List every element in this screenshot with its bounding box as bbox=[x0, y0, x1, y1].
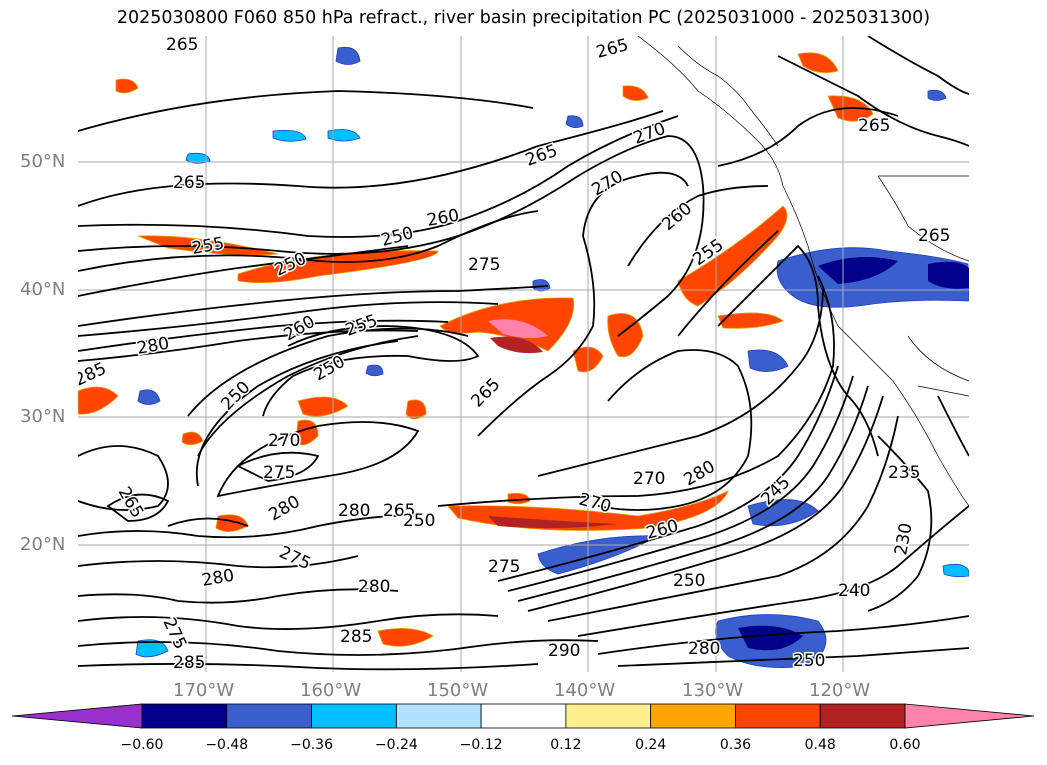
contour-label: 265 bbox=[858, 116, 890, 136]
colorbar-segment bbox=[735, 703, 821, 729]
contour-label: 250 bbox=[403, 511, 435, 531]
contour-label: 285 bbox=[340, 627, 372, 647]
colorbar-tick-label: −0.48 bbox=[205, 737, 249, 753]
colorbar-segment bbox=[480, 703, 567, 729]
contour-label: 235 bbox=[888, 463, 920, 483]
colorbar-tick-label: 0.60 bbox=[889, 737, 921, 753]
lon-label-140w: 140°W bbox=[554, 680, 616, 701]
contour-label: 265 bbox=[173, 173, 205, 193]
colorbar-tick-label: 0.48 bbox=[804, 737, 836, 753]
colorbar-segment bbox=[565, 703, 652, 729]
colorbar-extend-high bbox=[904, 703, 1035, 729]
contour-label: 265 bbox=[383, 501, 415, 521]
lon-label-150w: 150°W bbox=[427, 680, 489, 701]
colorbar-tick-label: 0.24 bbox=[635, 737, 667, 753]
contour-label: 270 bbox=[633, 469, 665, 489]
colorbar-tick-label: −0.36 bbox=[290, 737, 333, 753]
contour-label: 280 bbox=[338, 501, 370, 521]
lon-label-170w: 170°W bbox=[173, 680, 235, 701]
lon-label-120w: 120°W bbox=[809, 680, 871, 701]
colorbar-segment bbox=[819, 703, 906, 729]
coastlines bbox=[637, 36, 969, 507]
colorbar-tick-label: −0.12 bbox=[459, 737, 503, 753]
precip-positive-areas bbox=[78, 52, 874, 647]
colorbar-segment bbox=[395, 703, 482, 729]
contour-label: 280 bbox=[688, 639, 720, 659]
contour-label: 265 bbox=[166, 36, 198, 55]
colorbar-segment bbox=[650, 703, 736, 729]
contour-label: 285 bbox=[173, 653, 205, 672]
colorbar-extend-low bbox=[12, 703, 143, 729]
refractivity-contours bbox=[78, 36, 969, 671]
lat-label-50n: 50°N bbox=[20, 151, 66, 172]
contour-label: 265 bbox=[918, 226, 950, 246]
contour-label: 275 bbox=[263, 463, 295, 483]
colorbar-tick-label: −0.60 bbox=[120, 737, 164, 753]
lon-label-160w: 160°W bbox=[300, 680, 362, 701]
lat-label-30n: 30°N bbox=[20, 406, 66, 427]
colorbar-segment bbox=[141, 703, 228, 729]
lon-label-130w: 130°W bbox=[682, 680, 744, 701]
colorbar-tick-label: −0.24 bbox=[374, 737, 418, 753]
contour-label: 250 bbox=[673, 571, 705, 591]
colorbar bbox=[12, 703, 1035, 729]
colorbar-segments bbox=[12, 703, 1035, 729]
contour-label: 275 bbox=[488, 557, 520, 577]
contour-label: 275 bbox=[468, 255, 500, 275]
contour-label: 250 bbox=[793, 651, 825, 671]
contour-label: 290 bbox=[548, 641, 580, 661]
contour-label: 280 bbox=[358, 577, 390, 597]
contour-label: 270 bbox=[268, 431, 300, 451]
colorbar-segment bbox=[226, 703, 312, 729]
map-title: 2025030800 F060 850 hPa refract., river … bbox=[116, 8, 931, 28]
colorbar-tick-label: 0.12 bbox=[550, 737, 582, 753]
contour-label: 240 bbox=[838, 581, 870, 601]
lat-label-20n: 20°N bbox=[20, 534, 66, 555]
lat-label-40n: 40°N bbox=[20, 279, 66, 300]
colorbar-segment bbox=[311, 703, 397, 729]
colorbar-tick-label: 0.36 bbox=[719, 737, 752, 753]
